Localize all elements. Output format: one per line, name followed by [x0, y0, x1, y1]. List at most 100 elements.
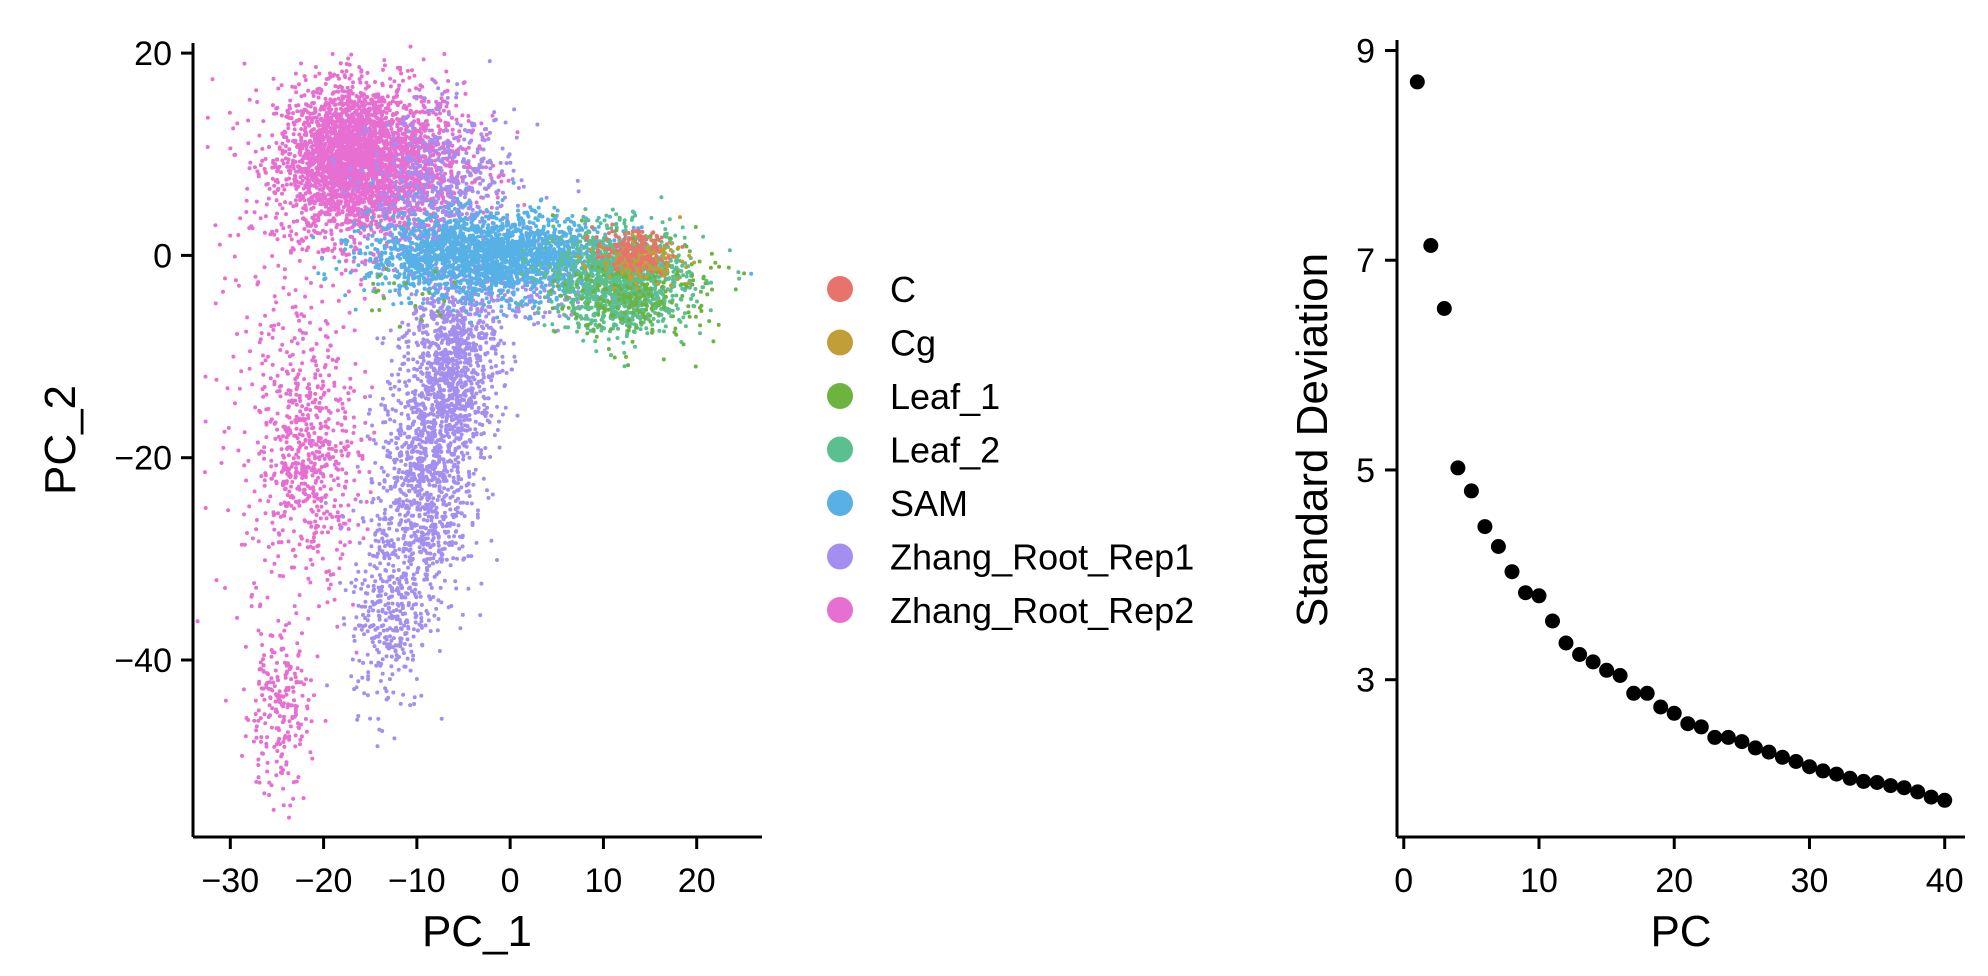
pca-point — [265, 181, 270, 186]
pca-point — [266, 196, 271, 201]
pca-point — [345, 145, 350, 150]
pca-point — [254, 728, 259, 733]
pca-point — [352, 389, 356, 393]
pca-point — [335, 73, 340, 78]
pca-point — [381, 109, 386, 114]
pca-point — [323, 718, 328, 723]
pca-point — [439, 168, 444, 173]
pca-point — [293, 138, 298, 143]
pca-point — [335, 89, 340, 94]
pca-point — [340, 552, 345, 557]
pca-point — [429, 162, 434, 167]
pca-point — [245, 186, 250, 191]
pca-point — [442, 146, 447, 151]
pca-point — [294, 426, 299, 431]
pca-point — [350, 191, 355, 196]
pca-point — [223, 586, 227, 590]
pca-point — [333, 84, 338, 89]
pca-point — [246, 141, 251, 146]
pca-point — [282, 234, 287, 239]
pca-point — [460, 159, 465, 164]
pca-point — [396, 117, 401, 122]
pca-point — [445, 128, 450, 133]
pca-point — [315, 549, 320, 554]
pca-point — [331, 122, 336, 127]
pca-point — [438, 111, 442, 116]
pca-point — [239, 369, 244, 374]
pca-point — [352, 240, 357, 245]
pca-point — [273, 692, 278, 697]
pca-point — [329, 138, 333, 143]
pca-point — [322, 439, 327, 444]
pca-point — [289, 248, 293, 253]
pca-point — [374, 161, 379, 166]
pca-point — [323, 96, 328, 101]
pca-point — [347, 310, 352, 315]
pca-point — [442, 52, 447, 56]
pca-point — [287, 292, 291, 297]
pca-point — [351, 602, 355, 607]
pca-point — [291, 132, 296, 137]
pca-point — [295, 313, 300, 318]
pca-point — [300, 113, 304, 118]
pca-point — [362, 99, 367, 104]
pca-point — [288, 201, 293, 206]
pca-point — [406, 149, 410, 153]
pca-point — [351, 128, 356, 133]
pca-point — [299, 668, 304, 673]
pca-point — [330, 357, 335, 362]
pca-point — [262, 445, 267, 450]
pca-point — [293, 675, 298, 680]
pca-point — [295, 219, 300, 223]
pca-point — [340, 406, 345, 411]
pca-point — [503, 120, 508, 125]
pca-point — [324, 182, 329, 187]
pca-point — [486, 137, 491, 141]
pca-point — [313, 372, 318, 377]
pca-point — [242, 463, 247, 468]
pca-point — [330, 446, 335, 451]
pca-point — [375, 110, 380, 115]
pca-point — [443, 124, 448, 128]
pca-point — [270, 103, 275, 108]
pca-point — [416, 176, 421, 181]
pca-point — [287, 176, 292, 181]
pca-point — [304, 445, 309, 450]
pca-point — [263, 511, 268, 516]
pca-point — [488, 130, 492, 135]
pca-point — [313, 359, 318, 364]
pca-point — [313, 375, 318, 380]
pca-point — [321, 249, 326, 254]
pca-point — [406, 182, 411, 187]
pca-point — [251, 739, 256, 744]
pca-point — [297, 328, 302, 333]
pca-point — [266, 332, 271, 337]
pca-point — [295, 641, 300, 646]
pca-point — [272, 323, 277, 328]
pca-point — [266, 672, 271, 677]
pca-point — [274, 481, 279, 486]
pca-point — [332, 102, 337, 107]
pca-point — [506, 178, 511, 183]
pca-point — [235, 332, 239, 336]
pca-point — [488, 160, 493, 165]
pca-point — [465, 169, 470, 174]
pca-point — [392, 210, 397, 215]
pca-point — [264, 422, 269, 427]
pca-point — [280, 183, 285, 188]
pca-point — [240, 753, 244, 758]
pca-point — [352, 424, 357, 429]
pca-point — [275, 157, 280, 162]
pca-point — [342, 73, 347, 78]
pca-point — [294, 392, 299, 397]
pca-point — [391, 161, 396, 166]
pca-point — [327, 219, 332, 223]
pca-point — [262, 478, 267, 483]
pca-point — [395, 93, 399, 98]
pca-point — [363, 420, 368, 425]
pca-point — [398, 170, 403, 175]
pca-point — [291, 689, 296, 694]
pca-point — [284, 391, 289, 396]
pca-point — [291, 111, 295, 116]
pca-point — [273, 436, 278, 441]
